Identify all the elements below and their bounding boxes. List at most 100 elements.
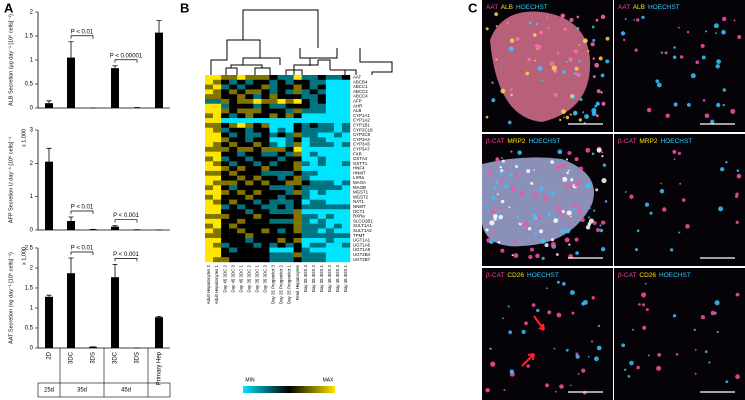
heatmap-cell — [317, 142, 327, 148]
heatmap-cell — [341, 170, 351, 176]
heatmap-cell — [309, 156, 318, 162]
cell-dot — [734, 195, 738, 199]
column-label: Day 45 3DS 1 — [343, 264, 348, 292]
cell-dot — [562, 282, 566, 286]
heatmap-cell — [261, 204, 270, 210]
cell-dot — [694, 372, 697, 375]
heatmap-cell — [325, 103, 335, 109]
heatmap-cell — [333, 118, 343, 124]
heatmap-cell — [221, 199, 230, 205]
heatmap-cell — [333, 146, 343, 152]
heatmap-cell — [325, 242, 335, 248]
heatmap-cell — [213, 170, 222, 176]
cell-dot — [574, 66, 579, 71]
heatmap-cell — [277, 228, 286, 234]
heatmap-cell — [229, 190, 238, 196]
heatmap-cell — [301, 122, 310, 128]
heatmap-cell — [269, 151, 278, 157]
heatmap-cell — [205, 98, 214, 104]
cell-dot — [553, 218, 559, 223]
heatmap-cell — [261, 98, 270, 104]
heatmap-cell — [317, 257, 327, 263]
heatmap-cell — [213, 103, 222, 109]
cell-dot — [598, 56, 603, 61]
channel-name: ALB — [633, 4, 645, 11]
heatmap-cell — [253, 118, 262, 124]
heatmap-cell — [229, 137, 238, 143]
heatmap-cell — [285, 218, 294, 224]
cell-dot — [582, 111, 585, 114]
heatmap-cell — [341, 142, 351, 148]
cell-dot — [660, 182, 663, 185]
cell-dot — [513, 240, 517, 244]
heatmap-cell — [229, 194, 238, 200]
heatmap-cell — [293, 223, 302, 229]
cell-dot — [587, 355, 590, 358]
heatmap-cell — [333, 199, 343, 205]
heatmap-cell — [325, 228, 335, 234]
cell-dot — [559, 384, 564, 389]
heatmap-cell — [333, 98, 343, 104]
cell-dot — [566, 215, 571, 219]
heatmap-cell — [245, 166, 254, 172]
heatmap-cell — [285, 132, 294, 138]
cell-dot — [497, 206, 501, 210]
heatmap-cell — [277, 214, 286, 220]
heatmap-cell — [261, 127, 270, 133]
cell-dot — [636, 18, 640, 22]
heatmap-cell — [245, 108, 254, 114]
heatmap-cell — [221, 75, 230, 80]
column-label: Fetal Hepatocytes — [295, 264, 300, 300]
heatmap-cell — [269, 118, 278, 124]
heatmap-cell — [277, 190, 286, 196]
heatmap-cell — [341, 84, 351, 90]
heatmap-cell — [301, 223, 310, 229]
heatmap-cell — [245, 151, 254, 157]
panel-label: B — [180, 0, 189, 15]
heatmap-cell — [285, 199, 294, 205]
cell-dot — [532, 214, 538, 219]
heatmap-cell — [293, 199, 302, 205]
heatmap-cell — [333, 190, 343, 196]
cell-dot — [576, 26, 580, 30]
cell-dot — [521, 329, 526, 334]
heatmap-cell — [205, 132, 214, 138]
heatmap-cell — [325, 175, 335, 181]
heatmap-cell — [269, 113, 278, 119]
heatmap-cell — [333, 122, 343, 128]
heatmap-cell — [229, 170, 238, 176]
heatmap-cell — [237, 242, 246, 248]
heatmap-cell — [221, 142, 230, 148]
heatmap-cell — [253, 190, 262, 196]
heatmap-cell — [285, 142, 294, 148]
heatmap-cell — [205, 142, 214, 148]
heatmap-cell — [325, 218, 335, 224]
heatmap-cell — [237, 238, 246, 244]
heatmap-cell — [229, 113, 238, 119]
cell-dot — [672, 149, 677, 154]
cell-dot — [498, 214, 504, 220]
heatmap-cell — [237, 132, 246, 138]
cell-dot — [495, 157, 499, 161]
row-label: ABCC1 — [353, 84, 368, 89]
heatmap-cell — [341, 252, 351, 258]
cell-dot — [563, 27, 567, 31]
heatmap-cell — [293, 75, 302, 80]
heatmap-cell — [245, 175, 254, 181]
cell-dot — [725, 380, 729, 384]
cell-dot — [560, 227, 563, 230]
micrograph — [614, 134, 745, 266]
cell-dot — [556, 280, 560, 284]
heatmap-cell — [261, 108, 270, 114]
cell-dot — [560, 163, 566, 169]
heatmap-cell — [229, 228, 238, 234]
heatmap-cell — [221, 194, 230, 200]
cell-dot — [560, 13, 566, 19]
channel-name: AAT — [486, 4, 498, 11]
heatmap-cell — [325, 118, 335, 124]
cell-dot — [700, 315, 705, 320]
heatmap-cell — [237, 252, 246, 258]
channel-name: HOECHST — [527, 272, 559, 279]
heatmap-cell — [293, 132, 302, 138]
cell-dot — [605, 36, 610, 41]
